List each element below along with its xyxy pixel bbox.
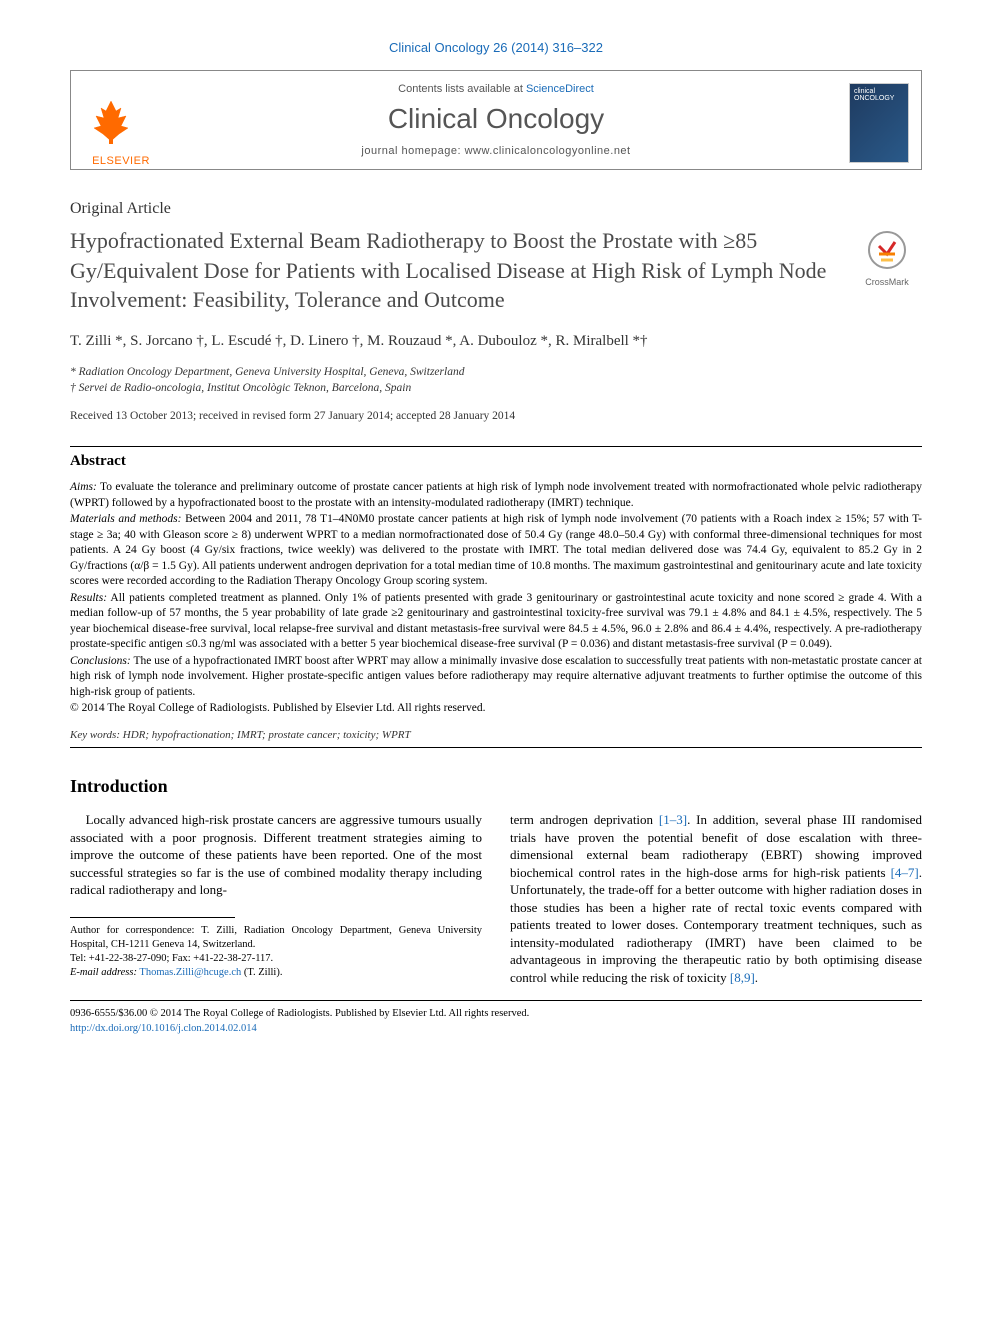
abstract-copyright: © 2014 The Royal College of Radiologists…	[70, 701, 922, 717]
keywords-line: Key words: HDR; hypofractionation; IMRT;…	[70, 729, 922, 741]
sciencedirect-link[interactable]: ScienceDirect	[526, 83, 594, 95]
mm-label: Materials and methods:	[70, 513, 181, 525]
ref-link-2[interactable]: [4–7]	[891, 865, 919, 880]
affiliation-a: * Radiation Oncology Department, Geneva …	[70, 364, 922, 380]
ref-link-1[interactable]: [1–3]	[659, 812, 687, 827]
mm-text: Between 2004 and 2011, 78 T1–4N0M0 prost…	[70, 513, 922, 587]
keywords-label: Key words:	[70, 729, 120, 741]
keywords-text: HDR; hypofractionation; IMRT; prostate c…	[120, 729, 411, 741]
divider-bottom	[70, 747, 922, 748]
doi-link[interactable]: http://dx.doi.org/10.1016/j.clon.2014.02…	[70, 1023, 257, 1034]
footnote-divider	[70, 917, 235, 918]
conclusions-text: The use of a hypofractionated IMRT boost…	[70, 655, 922, 698]
crossmark-icon	[867, 230, 907, 270]
results-label: Results:	[70, 592, 107, 604]
article-type: Original Article	[70, 200, 922, 218]
intro-col1-text: Locally advanced high-risk prostate canc…	[70, 811, 482, 899]
journal-homepage-line: journal homepage: www.clinicaloncologyon…	[91, 145, 901, 157]
body-columns: Locally advanced high-risk prostate canc…	[70, 811, 922, 986]
contents-available-line: Contents lists available at ScienceDirec…	[91, 83, 901, 95]
correspondence-footnote: Author for correspondence: T. Zilli, Rad…	[70, 924, 482, 981]
email-suffix: (T. Zilli).	[241, 967, 282, 978]
contents-prefix: Contents lists available at	[398, 83, 526, 95]
email-link[interactable]: Thomas.Zilli@hcuge.ch	[139, 967, 241, 978]
footer-divider	[70, 1000, 922, 1001]
email-label: E-mail address:	[70, 967, 137, 978]
aims-text: To evaluate the tolerance and preliminar…	[70, 481, 922, 509]
affiliations: * Radiation Oncology Department, Geneva …	[70, 364, 922, 396]
homepage-prefix: journal homepage:	[361, 145, 464, 157]
elsevier-logo[interactable]: ELSEVIER	[86, 96, 156, 167]
crossmark-label: CrossMark	[852, 277, 922, 287]
corr-tel: Tel: +41-22-38-27-090; Fax: +41-22-38-27…	[70, 952, 482, 966]
journal-cover-thumbnail[interactable]: clinical ONCOLOGY	[849, 83, 909, 163]
col2-c: . Unfortunately, the trade-off for a bet…	[510, 865, 922, 985]
elsevier-text: ELSEVIER	[86, 155, 156, 167]
cover-label: clinical ONCOLOGY	[850, 84, 908, 106]
col2-d: .	[755, 970, 758, 985]
affiliation-b: † Servei de Radio-oncologia, Institut On…	[70, 380, 922, 396]
results-text: All patients completed treatment as plan…	[70, 592, 922, 651]
corr-text: Author for correspondence: T. Zilli, Rad…	[70, 924, 482, 952]
elsevier-tree-icon	[86, 96, 136, 146]
homepage-url[interactable]: www.clinicaloncologyonline.net	[465, 145, 631, 157]
footer-text: 0936-6555/$36.00 © 2014 The Royal Colleg…	[70, 1007, 922, 1035]
journal-name: Clinical Oncology	[91, 103, 901, 135]
aims-label: Aims:	[70, 481, 97, 493]
crossmark-badge[interactable]: CrossMark	[852, 230, 922, 287]
authors-text: T. Zilli *, S. Jorcano †, L. Escudé †, D…	[70, 333, 648, 349]
article-dates: Received 13 October 2013; received in re…	[70, 410, 922, 422]
article-title: Hypofractionated External Beam Radiother…	[70, 226, 832, 315]
divider-top	[70, 446, 922, 447]
introduction-heading: Introduction	[70, 776, 922, 797]
abstract-heading: Abstract	[70, 453, 922, 470]
journal-header-box: ELSEVIER clinical ONCOLOGY Contents list…	[70, 70, 922, 170]
abstract-body: Aims: To evaluate the tolerance and prel…	[70, 480, 922, 717]
authors-list: T. Zilli *, S. Jorcano †, L. Escudé †, D…	[70, 333, 922, 350]
conclusions-label: Conclusions:	[70, 655, 131, 667]
col2-a: term androgen deprivation	[510, 812, 659, 827]
column-right: term androgen deprivation [1–3]. In addi…	[510, 811, 922, 986]
column-left: Locally advanced high-risk prostate canc…	[70, 811, 482, 986]
citation-header[interactable]: Clinical Oncology 26 (2014) 316–322	[70, 40, 922, 55]
ref-link-3[interactable]: [8,9]	[730, 970, 755, 985]
issn-line: 0936-6555/$36.00 © 2014 The Royal Colleg…	[70, 1007, 922, 1021]
